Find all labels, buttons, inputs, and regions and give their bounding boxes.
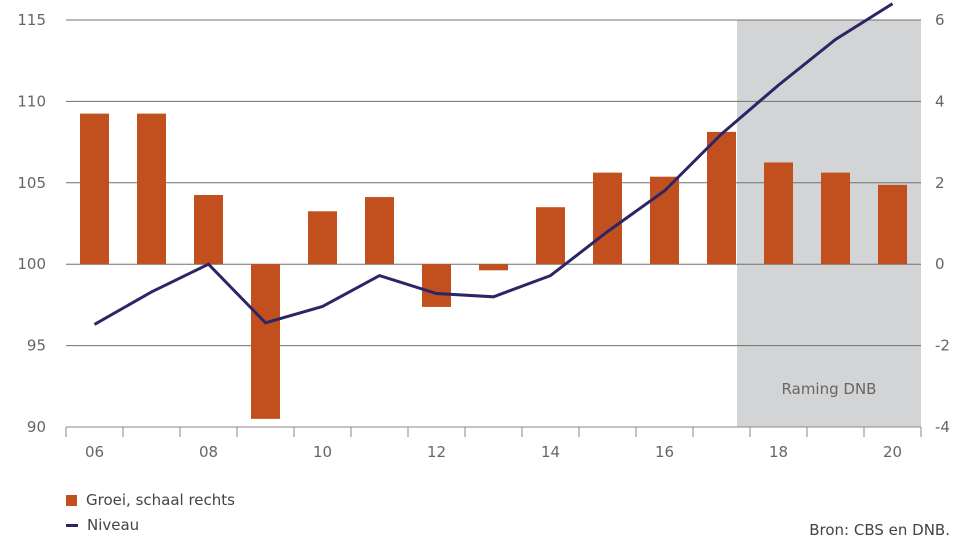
growth-bar — [536, 207, 565, 265]
left-tick-label: 110 — [17, 92, 46, 110]
growth-bar — [593, 172, 622, 265]
growth-bar — [308, 211, 337, 265]
right-tick-label: 6 — [935, 11, 945, 29]
right-tick-label: -4 — [935, 418, 950, 436]
x-tick-label: 20 — [883, 443, 902, 461]
growth-bar — [878, 184, 907, 265]
legend-line-label: Niveau — [87, 516, 140, 534]
x-axis: 06 08 10 12 14 16 18 20 — [65, 426, 922, 461]
x-tick-label: 06 — [85, 443, 104, 461]
right-tick-label: -2 — [935, 337, 950, 355]
growth-bar — [821, 172, 850, 265]
x-tick-label: 16 — [655, 443, 674, 461]
x-tick-label: 10 — [313, 443, 332, 461]
niveau-line — [93, 2, 894, 326]
growth-bar — [194, 195, 223, 265]
left-tick-label: 95 — [27, 337, 46, 355]
source-note: Bron: CBS en DNB. — [809, 521, 950, 539]
growth-bar — [137, 113, 166, 265]
left-tick-label: 90 — [27, 418, 46, 436]
growth-bar — [479, 264, 508, 271]
growth-bar — [764, 162, 793, 265]
growth-bar — [365, 197, 394, 265]
left-tick-label: 105 — [17, 174, 46, 192]
x-tick-label: 18 — [769, 443, 788, 461]
growth-bar — [251, 264, 280, 419]
bar-swatch — [66, 494, 77, 506]
forecast-label: Raming DNB — [782, 380, 877, 398]
right-tick-label: 2 — [935, 174, 945, 192]
growth-bar — [707, 131, 736, 265]
right-tick-label: 4 — [935, 92, 945, 110]
growth-bar — [80, 113, 109, 265]
left-tick-label: 115 — [17, 11, 46, 29]
x-tick-label: 08 — [199, 443, 218, 461]
right-tick-label: 0 — [935, 255, 945, 273]
left-axis-ticks: 90 95 100 105 110 115 — [17, 11, 46, 436]
legend-bar-label: Groei, schaal rechts — [86, 491, 235, 509]
legend-item-bar: Groei, schaal rechts — [66, 491, 235, 509]
bar-series — [80, 113, 907, 419]
chart: 90 95 100 105 110 115 -4 -2 0 2 4 6 06 08 10 12 14 16 18… — [17, 2, 950, 461]
legend-item-line: Niveau — [66, 516, 139, 534]
line-swatch — [66, 523, 78, 527]
right-axis-ticks: -4 -2 0 2 4 6 — [935, 11, 950, 436]
left-tick-label: 100 — [17, 255, 46, 273]
x-tick-label: 12 — [427, 443, 446, 461]
growth-bar — [422, 264, 451, 307]
x-tick-label: 14 — [541, 443, 560, 461]
